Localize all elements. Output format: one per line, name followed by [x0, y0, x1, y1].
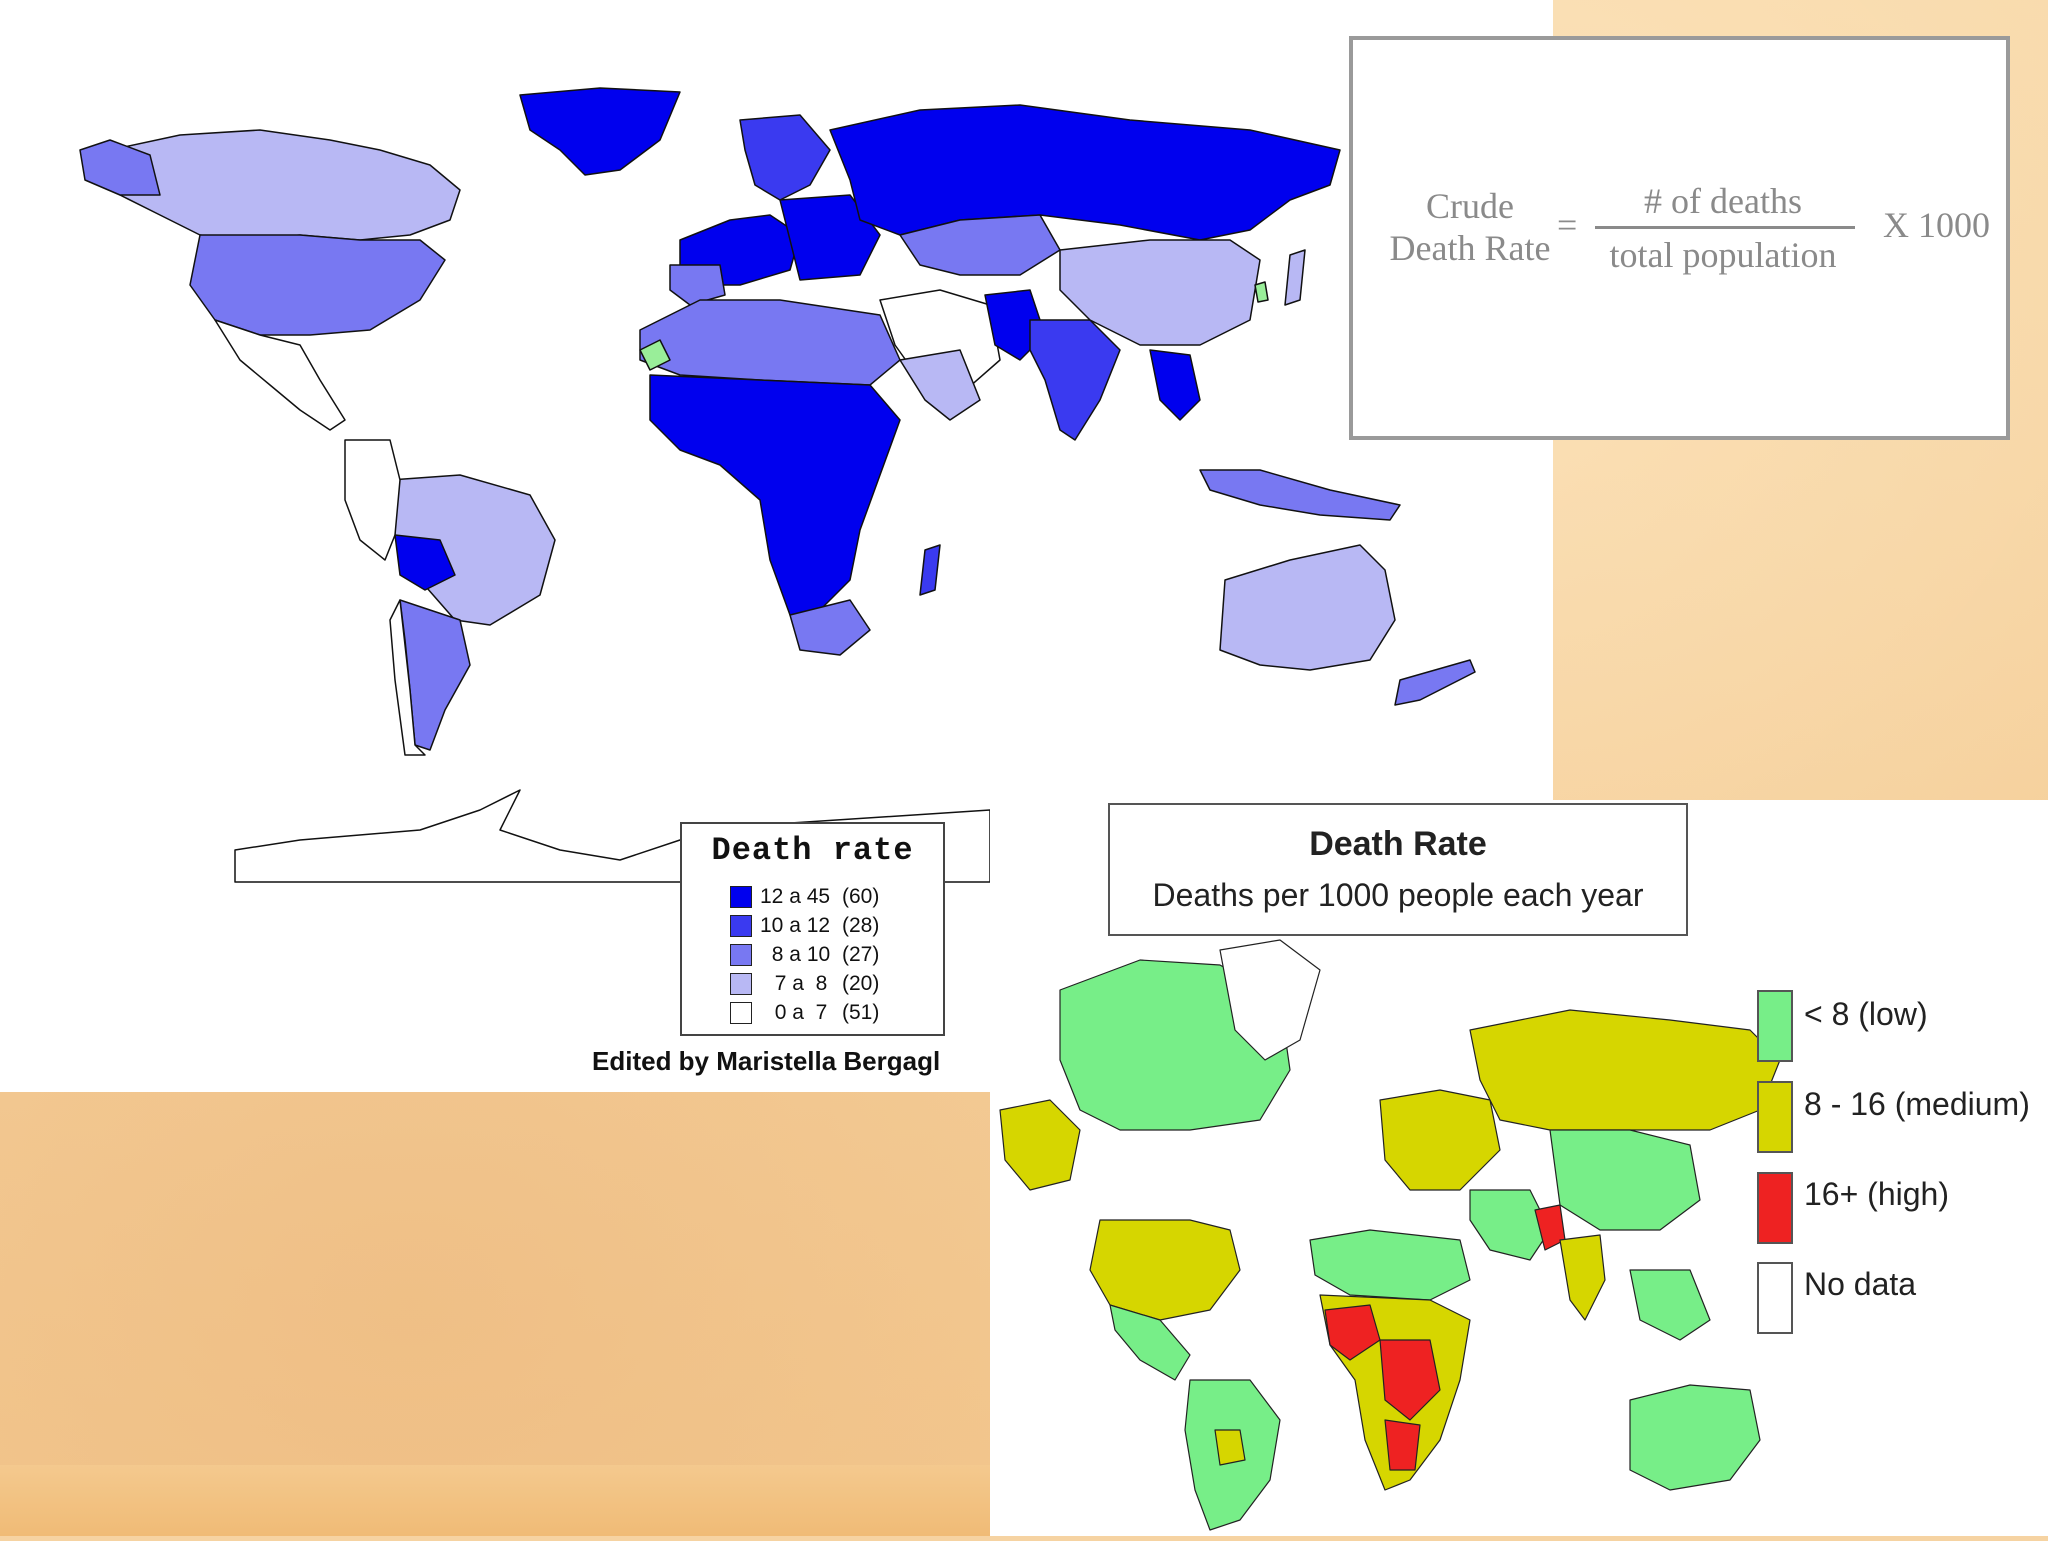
- legend-swatch: [730, 944, 752, 966]
- blue-legend-row: 12 a 45 (60): [730, 884, 879, 910]
- formula-denominator: total population: [1609, 235, 1837, 275]
- map-region-indonesia: [1199, 469, 1401, 521]
- map-region-arabia: [899, 349, 981, 421]
- map-region-madagascar: [919, 544, 941, 596]
- legend-swatch-high: [1757, 1172, 1793, 1244]
- blue-world-map: [79, 87, 1476, 883]
- map-region-alaska-green: [999, 1099, 1081, 1191]
- formula-left-line1: Crude: [1426, 186, 1514, 226]
- blue-legend-title: Death rate: [711, 832, 914, 869]
- legend-range: 0 a 7: [774, 1001, 828, 1024]
- map-region-north-africa: [639, 299, 901, 386]
- map-region-southern-africa: [789, 599, 871, 656]
- map-region-southeast-asia: [1149, 349, 1201, 421]
- map-region-russia: [829, 104, 1341, 241]
- legend-swatch: [730, 1002, 752, 1024]
- formula-fraction-bar: [1595, 226, 1855, 229]
- map-region-alaska: [79, 139, 161, 196]
- blue-legend-row: 7 a 8 (20): [730, 971, 879, 997]
- legend-range: 7 a 8: [774, 972, 828, 995]
- legend-count: (51): [842, 1001, 880, 1024]
- map-region-mexico-green: [1109, 1304, 1191, 1381]
- formula-numerator: # of deaths: [1644, 181, 1802, 221]
- crude-death-rate-formula: Crude Death Rate = # of deaths total pop…: [1349, 36, 2010, 440]
- formula-multiplier: X 1000: [1883, 205, 1990, 245]
- map-region-canada: [109, 129, 461, 241]
- map-region-bolivia-green: [1214, 1429, 1246, 1466]
- slide-footer-stripe: [0, 1465, 1000, 1536]
- legend-range: 12 a 45: [760, 885, 831, 908]
- legend-swatch-medium: [1757, 1081, 1793, 1153]
- map-region-africa-red-west: [1324, 1304, 1381, 1361]
- formula-left-term: Crude Death Rate: [1375, 185, 1565, 269]
- map-region-middle-east: [879, 289, 1001, 396]
- green-map-subtitle: Deaths per 1000 people each year: [1152, 877, 1644, 913]
- map-region-usa-green: [1089, 1219, 1241, 1321]
- legend-count: (28): [842, 914, 880, 937]
- map-region-japan: [1284, 249, 1306, 306]
- map-region-india-green: [1559, 1234, 1606, 1321]
- map-credit: Edited by Maristella Bergagl: [592, 1046, 941, 1076]
- blue-map-legend: Death rate 12 a 45 (60) 10 a 12 (28) 8 a…: [680, 822, 945, 1036]
- legend-label-no-data: No data: [1804, 1266, 1917, 1302]
- legend-swatch: [730, 915, 752, 937]
- map-region-north-africa-green: [1309, 1229, 1471, 1301]
- legend-swatch: [730, 886, 752, 908]
- map-region-new-zealand: [1394, 659, 1476, 706]
- legend-label-medium: 8 - 16 (medium): [1804, 1086, 2030, 1122]
- map-region-sub-saharan-africa: [649, 374, 901, 616]
- blue-death-rate-map-panel: [0, 0, 1553, 1092]
- legend-swatch-low: [1757, 990, 1793, 1062]
- map-region-europe-green: [1379, 1089, 1501, 1191]
- blue-legend-row: 0 a 7 (51): [730, 1000, 879, 1026]
- map-region-middle-east-green: [1469, 1189, 1551, 1261]
- map-region-chile: [389, 599, 426, 756]
- map-region-iberia: [669, 264, 726, 306]
- map-region-china-green: [1549, 1129, 1701, 1231]
- formula-equals: =: [1557, 205, 1578, 245]
- map-region-russia-green: [1469, 1009, 1781, 1131]
- legend-count: (27): [842, 943, 880, 966]
- map-region-western-sahara: [639, 339, 671, 371]
- legend-count: (60): [842, 885, 880, 908]
- map-region-africa-red-central: [1379, 1339, 1441, 1421]
- map-region-greenland-green: [1219, 939, 1321, 1061]
- legend-range: 10 a 12: [760, 914, 831, 937]
- map-region-eastern-europe: [779, 194, 881, 281]
- legend-swatch-no-data: [1757, 1262, 1793, 1334]
- map-region-southeast-asia-green: [1629, 1269, 1711, 1341]
- legend-label-high: 16+ (high): [1804, 1176, 1949, 1212]
- formula-left-line2: Death Rate: [1389, 228, 1551, 268]
- map-region-australia: [1219, 544, 1396, 671]
- map-region-mexico: [214, 319, 346, 431]
- green-map-title-box: Death Rate Deaths per 1000 people each y…: [1108, 803, 1688, 936]
- map-region-china: [1059, 239, 1261, 346]
- blue-legend-row: 10 a 12 (28): [730, 913, 879, 939]
- map-region-andes: [344, 439, 401, 561]
- map-region-kazakhstan: [899, 214, 1061, 276]
- map-region-usa: [189, 234, 446, 336]
- map-region-greenland: [519, 87, 681, 176]
- map-region-scandinavia: [739, 114, 831, 201]
- blue-legend-row: 8 a 10 (27): [730, 942, 879, 968]
- map-region-bolivia: [394, 534, 456, 591]
- map-region-korea: [1254, 281, 1269, 303]
- map-region-australia-green: [1629, 1384, 1761, 1491]
- map-region-india: [1029, 319, 1121, 441]
- map-region-africa-red-south: [1384, 1419, 1421, 1471]
- legend-swatch: [730, 973, 752, 995]
- legend-count: (20): [842, 972, 880, 995]
- green-map-title: Death Rate: [1309, 825, 1487, 863]
- legend-range: 8 a 10: [771, 943, 831, 966]
- green-world-map: [999, 939, 1781, 1531]
- legend-label-low: < 8 (low): [1804, 996, 1928, 1032]
